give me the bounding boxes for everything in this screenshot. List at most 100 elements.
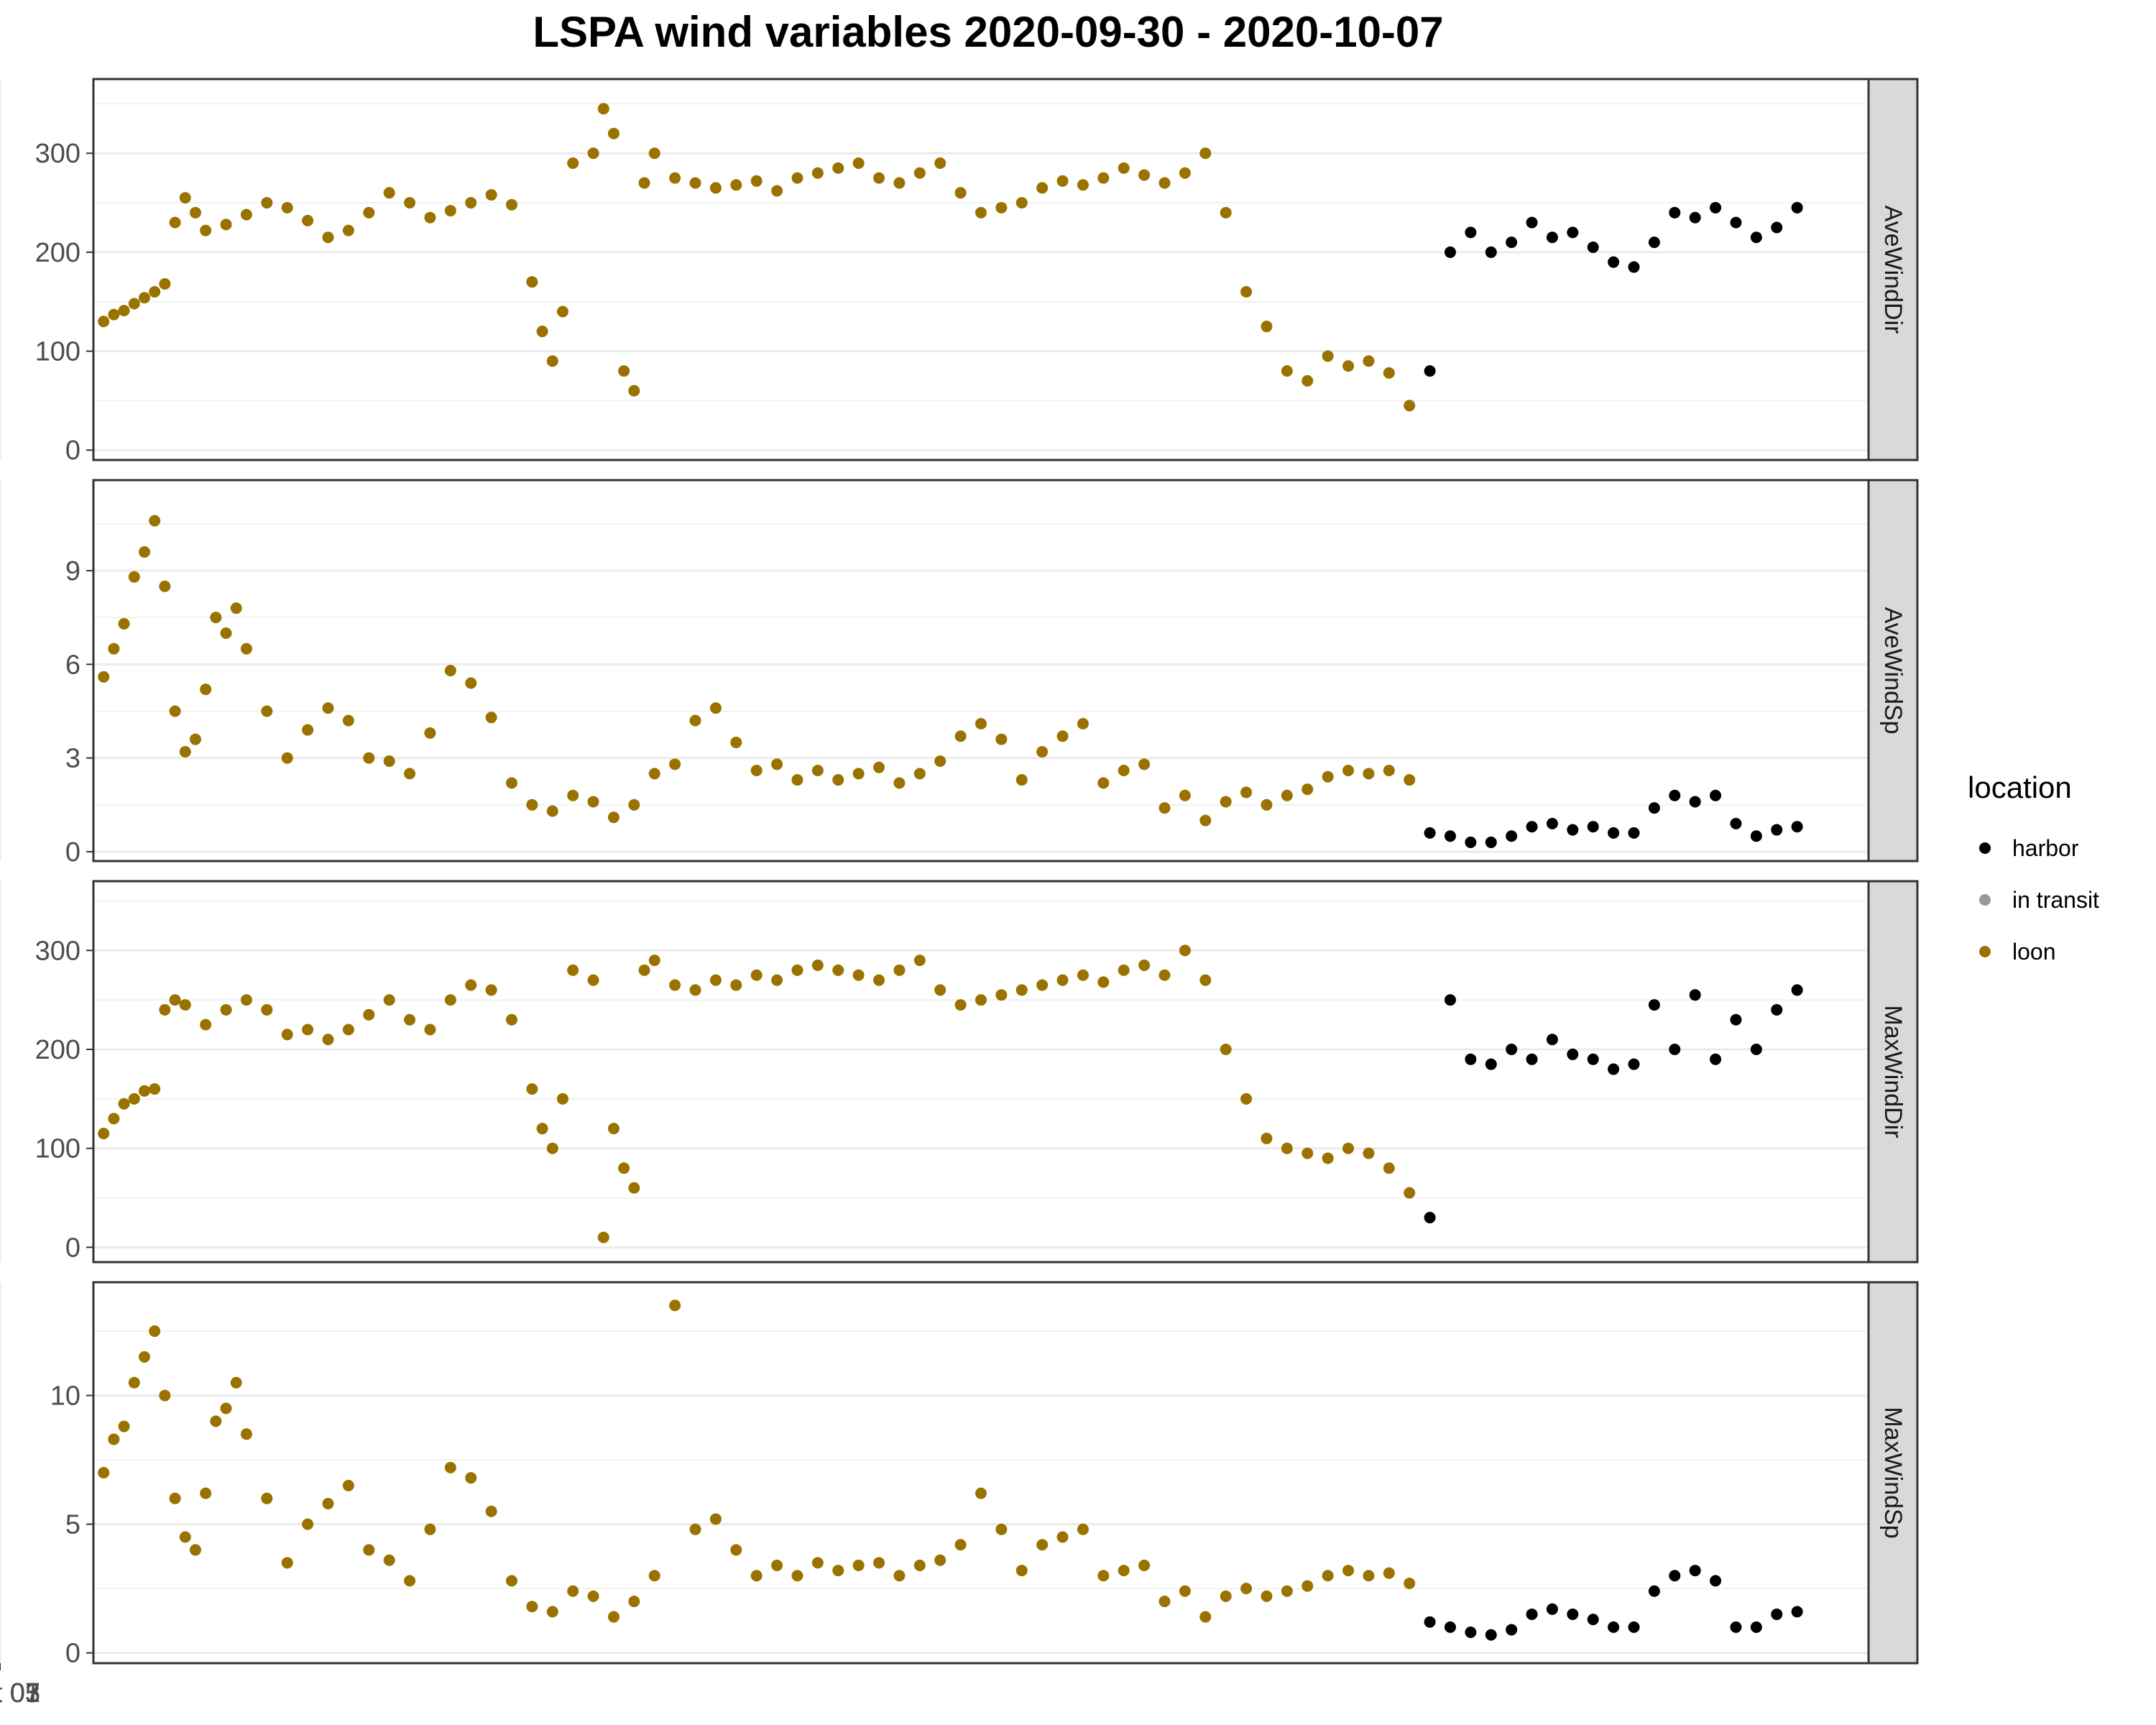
data-point: [1628, 827, 1640, 839]
data-point: [607, 127, 619, 139]
data-point: [1240, 1092, 1253, 1105]
data-point: [1628, 1058, 1640, 1070]
data-point: [1730, 216, 1742, 229]
data-point: [1669, 1044, 1681, 1056]
data-point: [404, 197, 416, 209]
data-point: [771, 758, 783, 770]
data-point: [383, 755, 395, 767]
data-point: [1465, 1053, 1477, 1065]
data-point: [1240, 1583, 1253, 1595]
x-tick-label: Oct 01: [0, 1678, 40, 1708]
data-point: [1138, 758, 1151, 770]
data-point: [1281, 1585, 1293, 1597]
data-point: [149, 1083, 161, 1095]
data-point: [975, 206, 987, 218]
data-point: [1118, 765, 1130, 777]
data-point: [893, 777, 906, 789]
data-point: [261, 197, 273, 209]
data-point: [189, 1544, 201, 1556]
data-point: [618, 365, 630, 377]
data-point: [404, 1575, 416, 1587]
data-point: [832, 1565, 844, 1577]
data-point: [811, 765, 824, 777]
data-point: [1302, 374, 1314, 387]
data-point: [1648, 1585, 1660, 1597]
data-point: [1689, 989, 1701, 1001]
data-point: [1363, 355, 1375, 367]
data-point: [383, 1554, 395, 1566]
data-point: [628, 1596, 640, 1608]
data-point: [1261, 321, 1273, 333]
data-point: [1097, 1570, 1110, 1582]
data-point: [587, 1590, 599, 1602]
data-point: [1302, 1147, 1314, 1159]
data-point: [1791, 984, 1803, 996]
data-point: [1587, 242, 1599, 254]
series-harbor: [1424, 201, 1803, 377]
panel-MaxWindDir: 0 100 200 300 MaxWindDir: [0, 880, 1919, 1264]
data-point: [138, 546, 150, 558]
legend: location harbor in transit loon: [1968, 770, 2099, 965]
series-harbor: [1424, 1565, 1803, 1641]
data-point: [607, 811, 619, 824]
data-point: [1669, 789, 1681, 801]
series-loon: [98, 1300, 1416, 1623]
data-point: [485, 712, 497, 724]
data-point: [1261, 799, 1273, 811]
data-point: [342, 1024, 354, 1036]
data-point: [1526, 216, 1538, 229]
data-point: [526, 276, 538, 288]
data-point: [995, 1523, 1008, 1535]
data-point: [302, 724, 314, 736]
data-point: [832, 774, 844, 786]
data-point: [1567, 226, 1579, 239]
panel-AveWindDir: 0 100 200 300 AveWindDir: [0, 78, 1919, 466]
data-point: [771, 1559, 783, 1571]
data-point: [1097, 172, 1110, 184]
y-tick-label: 200: [35, 1035, 80, 1065]
data-point: [1730, 1621, 1742, 1633]
data-point: [597, 103, 609, 115]
data-point: [954, 187, 967, 199]
data-point: [1179, 167, 1191, 179]
legend-key: [1979, 894, 1991, 906]
data-point: [1791, 201, 1803, 213]
data-point: [1444, 246, 1456, 258]
data-point: [1342, 765, 1355, 777]
data-point: [832, 964, 844, 976]
data-point: [1587, 1614, 1599, 1626]
data-point: [730, 979, 742, 991]
data-point: [108, 1433, 120, 1445]
data-point: [1281, 789, 1293, 801]
data-point: [1669, 1570, 1681, 1582]
data-point: [98, 1128, 110, 1140]
series-loon: [98, 515, 1416, 827]
data-point: [322, 1497, 334, 1509]
legend-label: in transit: [2012, 887, 2099, 913]
data-point: [913, 1559, 926, 1571]
data-point: [1220, 1590, 1232, 1602]
data-point: [913, 167, 926, 179]
data-point: [873, 1557, 885, 1569]
data-point: [322, 1034, 334, 1046]
data-point: [322, 231, 334, 244]
data-point: [220, 627, 232, 639]
data-point: [200, 1487, 212, 1499]
data-point: [587, 974, 599, 986]
data-point: [261, 1003, 273, 1016]
data-point: [118, 1098, 130, 1110]
data-point: [1750, 1621, 1762, 1633]
data-point: [709, 702, 722, 714]
data-point: [169, 994, 181, 1006]
data-point: [1546, 231, 1558, 244]
data-point: [138, 292, 150, 304]
data-point: [546, 1606, 558, 1618]
data-point: [1567, 1048, 1579, 1060]
data-point: [852, 157, 865, 170]
data-point: [1424, 365, 1436, 377]
data-point: [1730, 1013, 1742, 1026]
data-point: [383, 187, 395, 199]
data-point: [556, 1092, 568, 1105]
legend-key: [1979, 842, 1991, 854]
